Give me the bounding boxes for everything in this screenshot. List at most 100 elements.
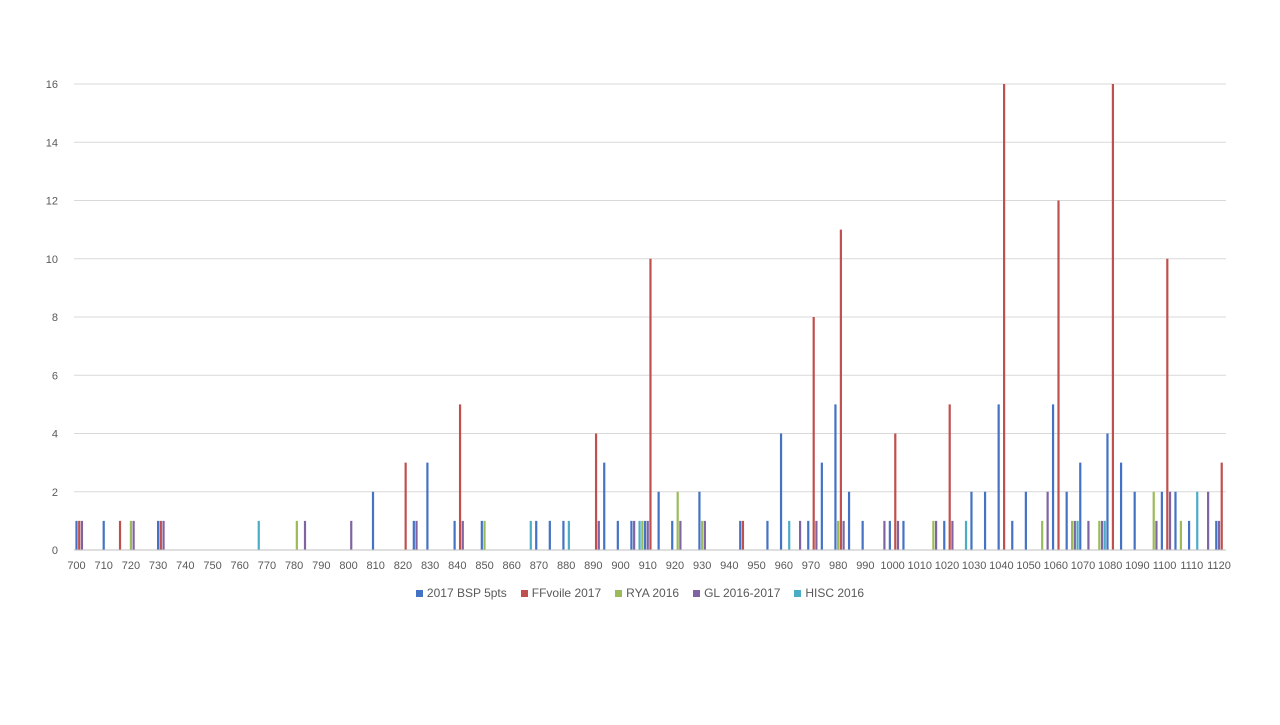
x-tick-label: 1050 [1016, 560, 1040, 572]
x-tick-label: 1040 [989, 560, 1013, 572]
bar [1217, 520, 1221, 550]
bar [1166, 258, 1169, 550]
bar [480, 520, 483, 550]
bar [78, 520, 81, 550]
bar [350, 520, 353, 550]
x-tick-label: 750 [203, 560, 221, 572]
x-tick-label: 970 [802, 560, 820, 572]
bar [529, 520, 532, 550]
bar [371, 491, 375, 550]
bar [701, 520, 704, 550]
bar [1207, 491, 1210, 550]
y-tick-label: 12 [46, 196, 58, 208]
legend-item: GL 2016-2017 [693, 586, 780, 600]
x-tick-label: 770 [258, 560, 276, 572]
y-tick-label: 2 [52, 487, 58, 499]
bar [453, 520, 456, 550]
bar [594, 433, 598, 550]
bar [129, 520, 133, 550]
bar [902, 520, 905, 550]
bar [807, 520, 810, 550]
bar [633, 520, 636, 550]
bar [404, 462, 407, 550]
series-ffvoile-2017 [78, 84, 1223, 550]
bar [943, 520, 946, 550]
x-tick-label: 1070 [1071, 560, 1095, 572]
bar [1152, 491, 1155, 550]
x-tick-label: 800 [339, 560, 357, 572]
bar [1196, 491, 1199, 550]
bar [1011, 520, 1014, 550]
x-tick-label: 850 [475, 560, 493, 572]
bar [951, 520, 954, 550]
bar [837, 520, 840, 550]
x-tick-label: 740 [176, 560, 194, 572]
bar [412, 520, 415, 550]
x-tick-label: 910 [639, 560, 657, 572]
bar [603, 462, 606, 550]
x-tick-label: 860 [503, 560, 521, 572]
bar [1215, 520, 1218, 550]
bar [964, 520, 968, 550]
bar [1003, 84, 1006, 550]
bar [118, 520, 122, 550]
bar [638, 520, 641, 550]
y-tick-label: 8 [52, 312, 58, 324]
bar [1119, 462, 1123, 550]
x-tick-label: 820 [394, 560, 412, 572]
legend-label: HISC 2016 [805, 586, 865, 600]
bar [132, 520, 135, 550]
bar [75, 520, 78, 550]
bar [562, 520, 565, 550]
x-tick-label: 840 [448, 560, 466, 572]
legend-item: RYA 2016 [615, 586, 679, 600]
x-tick-label: 890 [584, 560, 602, 572]
bar [1187, 520, 1191, 550]
bar [461, 520, 464, 550]
x-tick-label: 1120 [1207, 560, 1231, 572]
bar [426, 462, 429, 550]
series-rya-2016 [129, 491, 1183, 550]
bar [970, 491, 973, 550]
bar [1046, 491, 1049, 550]
bar [932, 520, 935, 550]
x-tick-label: 920 [666, 560, 684, 572]
legend-item: 2017 BSP 5pts [415, 586, 507, 600]
x-tick-label: 1010 [908, 560, 932, 572]
x-tick-label: 940 [720, 560, 738, 572]
x-tick-label: 990 [856, 560, 874, 572]
bar [257, 520, 260, 550]
bar [1179, 520, 1183, 550]
bar [657, 491, 660, 550]
x-tick-label: 1090 [1125, 560, 1149, 572]
y-tick-label: 16 [46, 79, 58, 91]
x-tick-label: 870 [530, 560, 548, 572]
bar [646, 520, 649, 550]
bar [888, 520, 891, 550]
x-tick-label: 960 [775, 560, 793, 572]
x-tick-label: 710 [95, 560, 113, 572]
bar [649, 258, 652, 550]
x-tick-label: 1100 [1153, 560, 1177, 572]
bar [1133, 491, 1136, 550]
x-tick-label: 950 [747, 560, 765, 572]
y-tick-label: 10 [46, 254, 58, 266]
legend-label: FFvoile 2017 [531, 586, 602, 600]
bar [303, 520, 307, 550]
bar [643, 520, 647, 550]
legend-swatch [415, 589, 423, 597]
legend-item: HISC 2016 [794, 586, 864, 600]
bar [535, 520, 538, 550]
x-tick-label: 880 [557, 560, 575, 572]
bar [1168, 491, 1172, 550]
legend-swatch [520, 589, 528, 597]
x-tick-label: 760 [231, 560, 249, 572]
bar [896, 520, 900, 550]
bar [703, 520, 706, 550]
bar [1155, 520, 1158, 550]
bars [75, 84, 1223, 550]
x-tick-label: 1060 [1044, 560, 1068, 572]
bar [1100, 520, 1104, 550]
bar [698, 491, 701, 550]
